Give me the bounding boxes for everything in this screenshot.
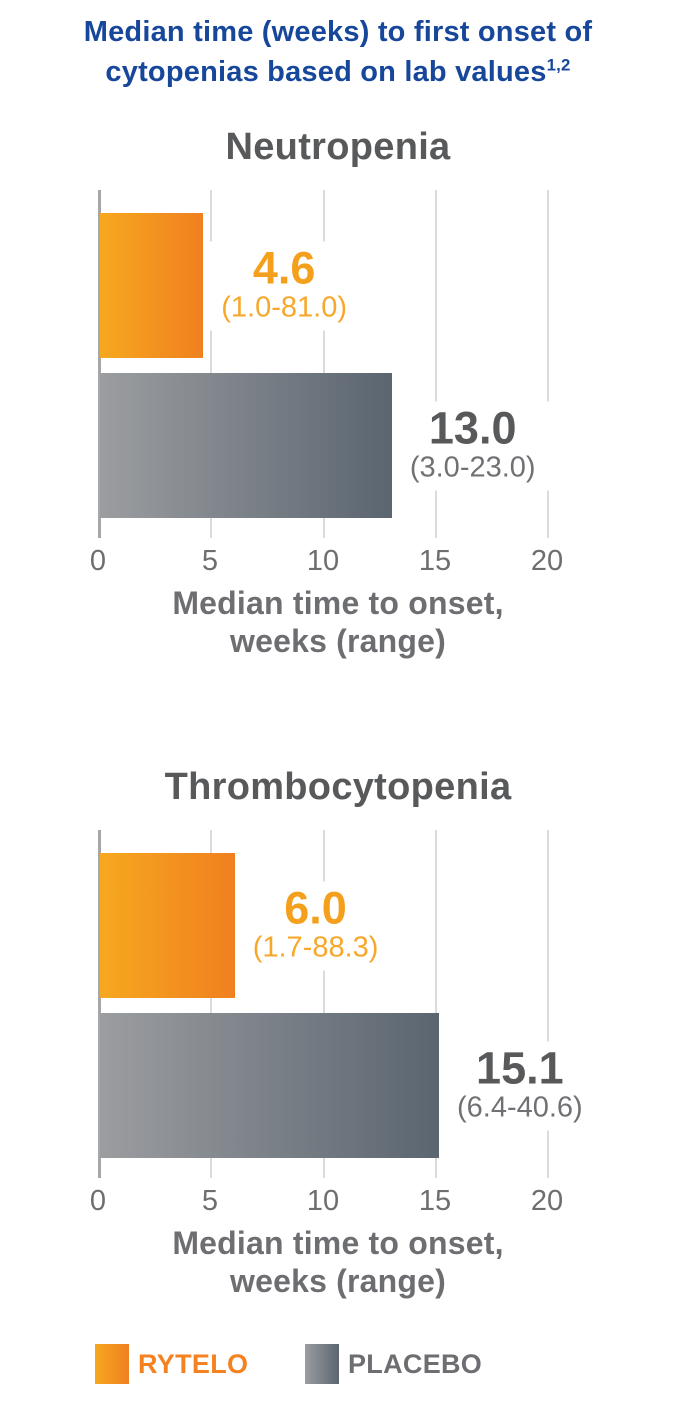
chart-neutropenia: Neutropenia 4.6 (1.0-81.0) 13.0 (3.0-23.… xyxy=(0,112,676,752)
x-tick-15: 15 xyxy=(418,545,452,577)
gridline-10 xyxy=(323,830,325,1178)
zero-axis-line xyxy=(98,830,101,1178)
gridline-20 xyxy=(547,190,549,538)
reference-superscript: 1,2 xyxy=(546,55,571,75)
value-label-rytelo: 4.6 (1.0-81.0) xyxy=(208,241,360,330)
median-value: 13.0 xyxy=(428,402,517,453)
x-tick-10: 10 xyxy=(306,1185,340,1217)
legend: RYTELO PLACEBO xyxy=(0,1344,676,1392)
gridline-15 xyxy=(435,190,437,538)
gridline-15 xyxy=(435,830,437,1178)
x-tick-15: 15 xyxy=(418,1185,452,1217)
value-range: (1.7-88.3) xyxy=(252,931,379,963)
legend-item-rytelo: RYTELO xyxy=(95,1344,248,1384)
bar-placebo: 13.0 (3.0-23.0) xyxy=(100,373,549,518)
x-tick-20: 20 xyxy=(530,545,564,577)
median-value: 15.1 xyxy=(476,1042,564,1093)
x-axis-label-line-1: Median time to onset, xyxy=(172,1225,504,1261)
x-tick-0: 0 xyxy=(89,545,107,577)
value-range: (1.0-81.0) xyxy=(221,291,347,323)
legend-label-placebo: PLACEBO xyxy=(348,1348,483,1379)
median-value: 6.0 xyxy=(284,882,347,933)
gridline-5 xyxy=(210,190,212,538)
value-range: (3.0-23.0) xyxy=(409,451,536,483)
plot-area-neutropenia: 4.6 (1.0-81.0) 13.0 (3.0-23.0) xyxy=(98,190,560,538)
legend-item-placebo: PLACEBO xyxy=(305,1344,482,1384)
x-axis-label-line-2: weeks (range) xyxy=(229,623,447,659)
plot-area-thrombocytopenia: 6.0 (1.7-88.3) 15.1 (6.4-40.6) xyxy=(98,830,596,1178)
page-title: Median time (weeks) to first onset of cy… xyxy=(0,12,676,92)
median-value: 4.6 xyxy=(252,242,316,293)
x-tick-5: 5 xyxy=(201,545,219,577)
gridline-10 xyxy=(323,190,325,538)
chart-title-thrombocytopenia: Thrombocytopenia xyxy=(164,766,512,808)
x-tick-20: 20 xyxy=(530,1185,564,1217)
page-title-line-2: cytopenias based on lab values1,2 xyxy=(105,55,571,88)
value-range: (6.4-40.6) xyxy=(456,1091,583,1123)
value-label-placebo: 13.0 (3.0-23.0) xyxy=(396,401,549,490)
x-axis-label: Median time to onset, weeks (range) xyxy=(0,584,676,660)
placebo-swatch-icon xyxy=(305,1344,339,1384)
x-tick-5: 5 xyxy=(201,1185,219,1217)
x-axis-label-line-2: weeks (range) xyxy=(229,1263,447,1299)
rytelo-swatch-icon xyxy=(95,1344,129,1384)
legend-label-rytelo: RYTELO xyxy=(138,1348,249,1379)
bar-placebo: 15.1 (6.4-40.6) xyxy=(100,1013,596,1158)
page-title-line-1: Median time (weeks) to first onset of xyxy=(83,16,593,48)
x-axis-label: Median time to onset, weeks (range) xyxy=(0,1224,676,1300)
value-label-rytelo: 6.0 (1.7-88.3) xyxy=(239,881,392,970)
x-axis-label-line-1: Median time to onset, xyxy=(172,585,504,621)
bar-rytelo: 6.0 (1.7-88.3) xyxy=(100,853,392,998)
gridline-5 xyxy=(210,830,212,1178)
bar-rytelo: 4.6 (1.0-81.0) xyxy=(100,213,360,358)
value-label-placebo: 15.1 (6.4-40.6) xyxy=(443,1041,596,1130)
chart-title-neutropenia: Neutropenia xyxy=(225,126,451,168)
gridline-20 xyxy=(547,830,549,1178)
chart-thrombocytopenia: Thrombocytopenia 6.0 (1.7-88.3) 15.1 (6.… xyxy=(0,752,676,1392)
x-tick-10: 10 xyxy=(306,545,340,577)
x-tick-0: 0 xyxy=(89,1185,107,1217)
zero-axis-line xyxy=(98,190,101,538)
